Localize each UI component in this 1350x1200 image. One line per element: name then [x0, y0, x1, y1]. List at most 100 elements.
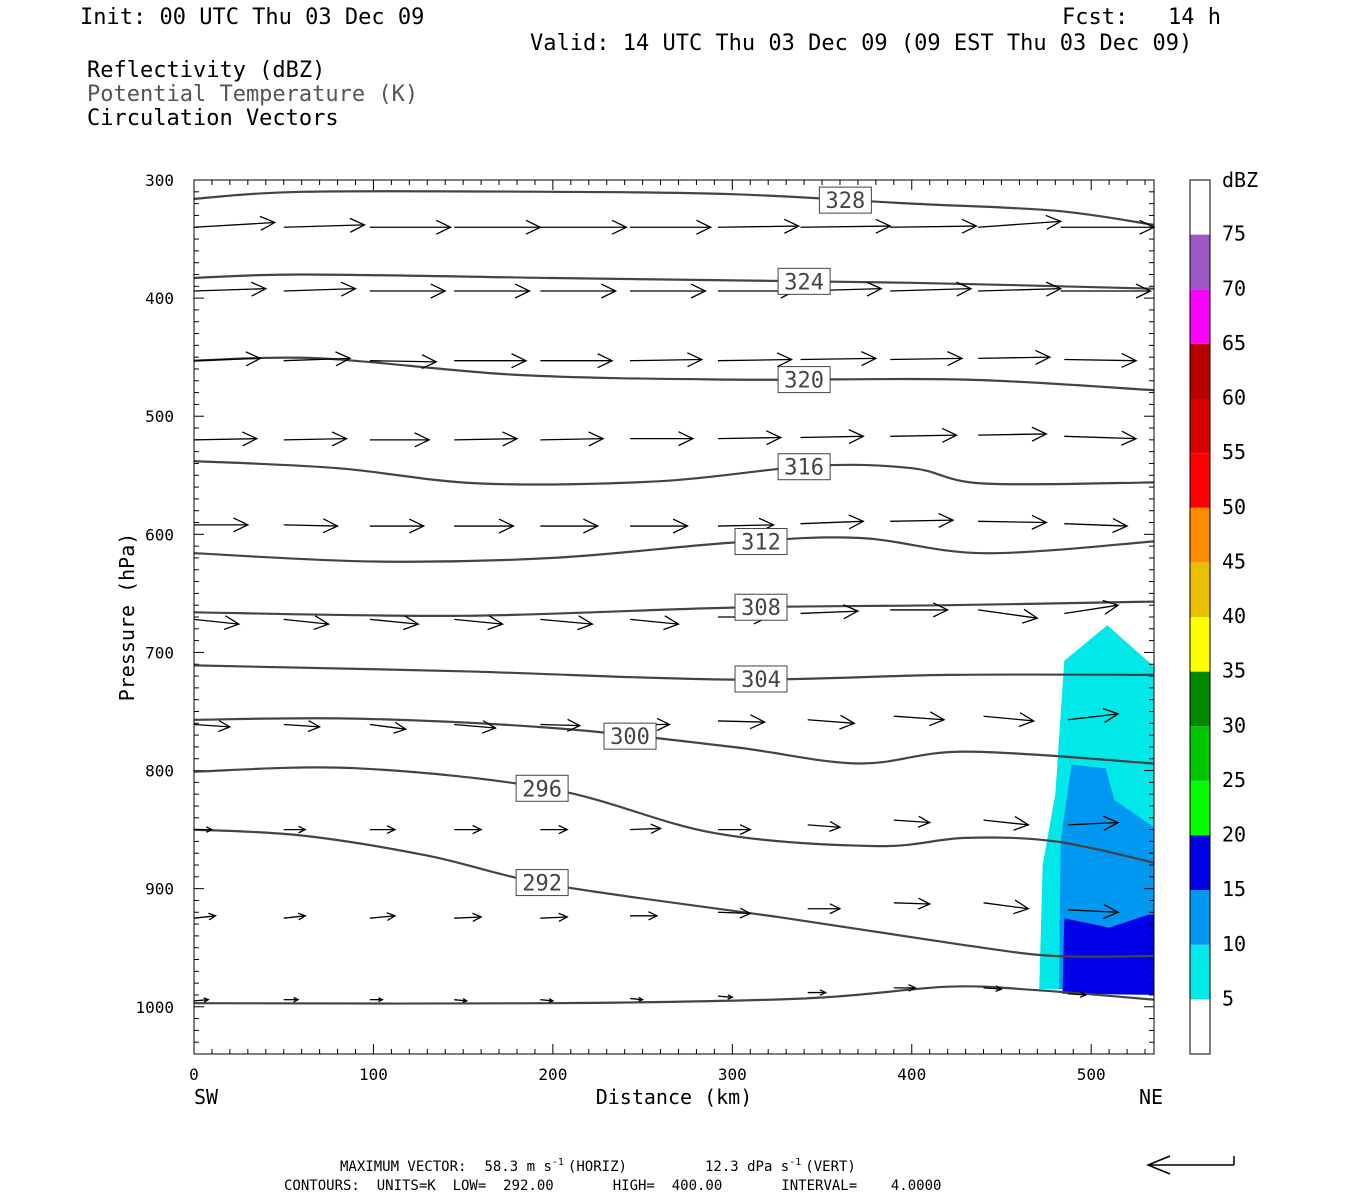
circulation-vector [454, 912, 483, 923]
contour-label-328: 328 [818, 186, 872, 214]
colorbar-swatch [1190, 726, 1210, 781]
colorbar-swatch [1190, 234, 1210, 290]
circulation-vector [283, 351, 352, 367]
contour-label-320: 320 [777, 366, 831, 394]
circulation-vector [454, 518, 515, 534]
colorbar-label: 40 [1222, 604, 1246, 628]
theta-contour-316 [193, 460, 1155, 486]
circulation-vector [369, 518, 426, 534]
colorbar-label: 20 [1222, 823, 1246, 847]
circulation-vector [890, 512, 955, 528]
circulation-vector [454, 283, 532, 299]
colorbar-swatch [1190, 835, 1210, 891]
colorbar-swatch [1190, 453, 1210, 508]
circulation-vector [454, 353, 528, 369]
theta-contour-296 [193, 766, 1155, 864]
circulation-vector [890, 218, 978, 234]
circulation-vector [890, 351, 964, 367]
colorbar-label: 35 [1222, 659, 1246, 683]
circulation-vector [983, 712, 1036, 728]
circulation-vector [283, 217, 366, 233]
circulation-vector [369, 219, 453, 235]
circulation-vector [893, 815, 932, 828]
circulation-vector [283, 996, 300, 1003]
colorbar-unit: dBZ [1222, 168, 1258, 192]
circulation-vector [800, 604, 860, 620]
circulation-vector [540, 219, 628, 235]
circulation-vector [540, 283, 618, 299]
y-tick-labels: 300 400 500 600 700 800 900 1000 [135, 171, 174, 1017]
circulation-vector [717, 352, 794, 368]
circulation-vector [630, 283, 707, 299]
svg-text:324: 324 [784, 270, 824, 295]
circulation-vector [369, 997, 384, 1003]
field-theta: Potential Temperature (K) [87, 82, 418, 107]
circulation-vector [890, 602, 950, 618]
circulation-vector [717, 824, 752, 836]
circulation-vector [540, 824, 569, 835]
svg-text:308: 308 [741, 596, 781, 621]
circulation-vector [629, 615, 680, 631]
theta-contour-292 [193, 828, 1155, 958]
theta-contour-304 [193, 664, 1155, 681]
circulation-vectors [193, 214, 1156, 1004]
circulation-vector [893, 711, 946, 727]
circulation-vector [893, 897, 932, 910]
circulation-vector [800, 429, 865, 445]
x-end-label-sw: SW [194, 1085, 219, 1109]
y-tick-label: 600 [145, 525, 174, 544]
colorbar-swatch [1190, 289, 1210, 344]
contour-label-300: 300 [603, 722, 657, 750]
colorbar-frame [1189, 179, 1211, 1055]
colorbar-label: 65 [1222, 331, 1246, 355]
circulation-vector [369, 825, 397, 835]
circulation-vector [193, 720, 232, 733]
circulation-vector [983, 985, 1003, 993]
contour-label-308: 308 [734, 593, 788, 621]
circulation-vector [978, 608, 1039, 624]
circulation-vector [283, 615, 331, 631]
circulation-vector [630, 823, 663, 835]
circulation-vector [717, 714, 767, 730]
y-tick-label: 1000 [135, 998, 174, 1017]
init-time: Init: 00 UTC Thu 03 Dec 09 [80, 5, 424, 30]
circulation-vector [193, 912, 218, 921]
circulation-vector [807, 821, 842, 833]
y-tick-label: 400 [145, 289, 174, 308]
circulation-vector [283, 431, 349, 447]
circulation-vector [978, 214, 1063, 230]
circulation-vector [717, 218, 801, 234]
field-vectors: Circulation Vectors [87, 106, 339, 131]
circulation-vector [629, 996, 645, 1002]
colorbar-label: 70 [1222, 276, 1246, 300]
y-tick-label: 900 [145, 880, 174, 899]
circulation-vector [194, 517, 250, 533]
circulation-vector [283, 825, 307, 834]
circulation-vector [800, 514, 865, 530]
svg-text:312: 312 [741, 531, 781, 556]
theta-contours [193, 190, 1155, 1005]
circulation-vector [1067, 708, 1120, 723]
footer-max-vector: MAXIMUM VECTOR: 58.3 m s-1 (HORIZ) 12.3 dPa… [340, 1157, 856, 1175]
contour-labels: 328 324 320 316 312 308 304 300 296 292 [515, 186, 872, 897]
colorbar-swatch [1190, 507, 1210, 563]
circulation-vector [369, 615, 420, 631]
circulation-vector [630, 518, 689, 534]
contour-label-312: 312 [734, 528, 788, 556]
contour-label-292: 292 [515, 869, 569, 897]
x-tick-label: 400 [897, 1065, 926, 1084]
svg-text:292: 292 [522, 872, 562, 897]
circulation-vector [630, 219, 713, 235]
colorbar-label: 25 [1222, 768, 1246, 792]
circulation-vector [540, 912, 569, 923]
colorbar-label: 60 [1222, 386, 1246, 410]
reference-vector-icon [1146, 1155, 1235, 1175]
svg-text:296: 296 [522, 777, 562, 802]
valid-time: Valid: 14 UTC Thu 03 Dec 09 (09 EST Thu … [530, 31, 1192, 56]
colorbar: 5 10 15 20 25 30 35 40 45 50 55 60 65 70 75 [1189, 179, 1246, 1055]
circulation-vector [194, 826, 214, 833]
reflectivity-fill [1039, 625, 1154, 995]
circulation-vector [1064, 517, 1129, 534]
y-tick-label: 800 [145, 762, 174, 781]
circulation-vector [369, 432, 431, 448]
